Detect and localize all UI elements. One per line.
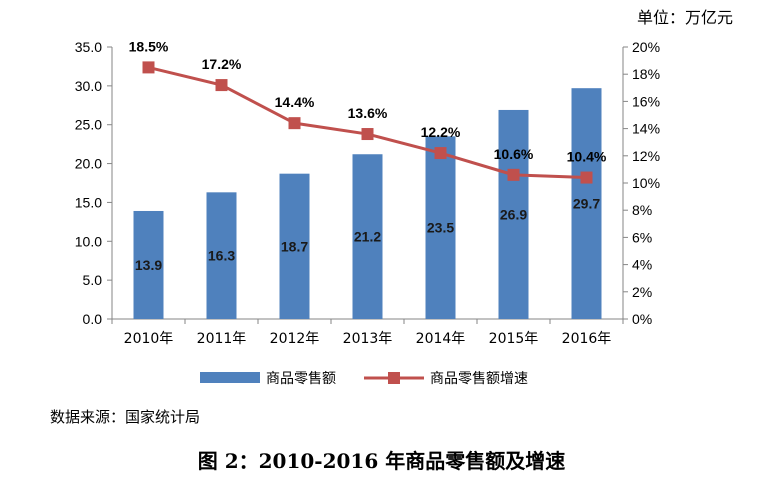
legend-swatch-marker [388,372,400,384]
axes-layer: 0.0 5.0 10.0 15.0 20.0 25.0 30.0 35.0 0% 2% 4% 6% 8%… [75,39,660,347]
bar-labels-layer: 13.9 16.3 18.7 21.2 23.5 26.9 29.7 [135,196,600,273]
y-right-tick-label: 14% [632,121,660,137]
x-tick-label: 2012年 [270,331,320,347]
growth-value-label: 13.6% [348,105,388,121]
growth-value-label: 18.5% [129,38,169,54]
growth-value-label: 12.2% [421,124,461,140]
bar-value-label: 26.9 [500,206,527,222]
growth-value-label: 10.6% [494,146,534,162]
x-tick-label: 2015年 [489,331,539,347]
growth-point [434,147,447,160]
rate-labels-layer: 18.5% 17.2% 14.4% 13.6% 12.2% 10.6% 10.4% [129,38,607,164]
growth-value-label: 10.4% [567,149,607,165]
growth-value-label: 14.4% [275,94,315,110]
bar [498,109,529,319]
y-right-tick-label: 2% [632,284,652,300]
bar [133,210,164,319]
legend-swatch-bar [200,372,260,383]
growth-point [215,79,228,92]
growth-point [361,128,374,141]
bar-value-label: 29.7 [573,196,600,212]
legend-label-line: 商品零售额增速 [430,371,528,387]
y-left-tick-label: 10.0 [75,233,102,249]
unit-label: 单位：万亿元 [636,8,733,27]
bar-value-label: 23.5 [427,220,454,236]
y-left-tick-label: 30.0 [75,78,102,94]
growth-value-label: 17.2% [202,56,242,72]
growth-point [288,117,301,130]
x-tick-label: 2013年 [343,331,393,347]
source-label: 数据来源：国家统计局 [50,408,201,426]
bar [279,173,310,319]
bar [352,154,383,319]
x-tick-label: 2010年 [124,331,174,347]
y-right-tick-label: 18% [632,66,660,82]
y-left-tick-label: 15.0 [75,194,102,210]
y-left-tick-label: 0.0 [83,311,103,327]
bar-value-label: 16.3 [208,248,235,264]
x-tick-label: 2014年 [416,331,466,347]
growth-point [142,61,155,74]
growth-point [580,171,593,184]
bars-layer [133,88,602,319]
bar [206,192,237,319]
bar [571,88,602,319]
bar-value-label: 18.7 [281,238,308,254]
bar-value-label: 21.2 [354,229,381,245]
y-right-tick-label: 4% [632,257,652,273]
bar [425,136,456,319]
y-left-tick-label: 35.0 [75,39,102,55]
y-left-tick-label: 25.0 [75,117,102,133]
y-right-tick-label: 10% [632,175,660,191]
y-right-tick-label: 6% [632,229,652,245]
growth-point [507,168,520,181]
y-right-tick-label: 0% [632,311,652,327]
y-left-tick-label: 5.0 [83,272,103,288]
y-right-tick-label: 8% [632,202,652,218]
y-left-tick-label: 20.0 [75,156,102,172]
y-right-tick-label: 12% [632,148,660,164]
legend: 商品零售额 商品零售额增速 [200,371,528,387]
line-layer [142,61,593,184]
y-right-tick-label: 16% [632,93,660,109]
y-right-tick-label: 20% [632,39,660,55]
figure-caption: 图 2：2010-2016 年商品零售额及增速 [197,449,566,473]
legend-label-bar: 商品零售额 [266,371,336,387]
x-tick-label: 2011年 [197,331,247,347]
x-tick-label: 2016年 [562,331,612,347]
bar-value-label: 13.9 [135,257,162,273]
